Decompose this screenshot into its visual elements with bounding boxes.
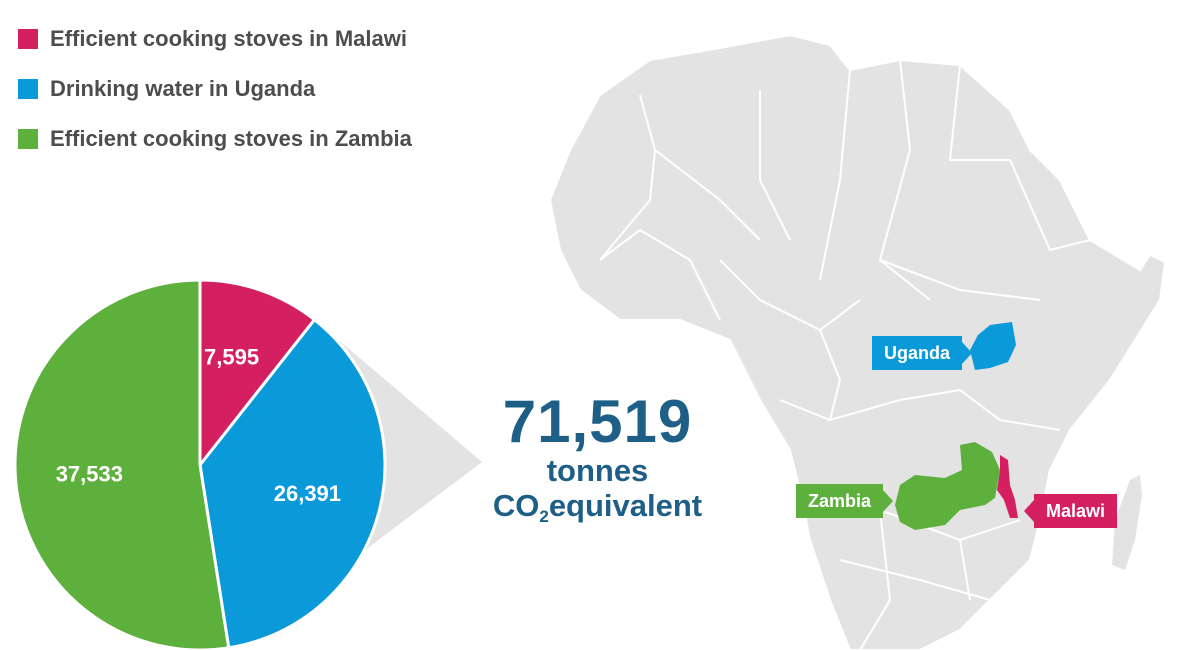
legend-swatch-malawi bbox=[18, 29, 38, 49]
pie-label-zambia: 37,533 bbox=[56, 462, 123, 487]
total-summary: 71,519 tonnes CO2equivalent bbox=[470, 390, 725, 535]
legend-label-malawi: Efficient cooking stoves in Malawi bbox=[50, 26, 407, 51]
total-value: 71,519 bbox=[502, 388, 693, 455]
pie-slice-malawi bbox=[198, 278, 317, 470]
pie-slice-uganda bbox=[198, 317, 387, 650]
total-desc-suffix: equivalent bbox=[548, 488, 703, 523]
total-unit: tonnes bbox=[546, 453, 649, 488]
map-label-zambia: Zambia bbox=[796, 484, 894, 518]
map-label-malawi: Malawi bbox=[1023, 494, 1118, 528]
total-description: CO2equivalent bbox=[470, 488, 725, 535]
total-desc-subscript: 2 bbox=[539, 507, 549, 526]
pie-slice-zambia bbox=[13, 278, 231, 650]
zambia-shape bbox=[895, 442, 1000, 530]
legend-label-zambia: Efficient cooking stoves in Zambia bbox=[50, 126, 412, 151]
pie-label-uganda: 26,391 bbox=[274, 481, 341, 506]
madagascar bbox=[1112, 475, 1142, 570]
pie-label-malawi: 7,595 bbox=[204, 345, 259, 370]
map-label-uganda: Uganda bbox=[872, 336, 973, 370]
uganda-shape bbox=[970, 322, 1016, 370]
legend-item-uganda: Drinking water in Uganda bbox=[18, 64, 412, 114]
legend-item-malawi: Efficient cooking stoves in Malawi bbox=[18, 14, 412, 64]
malawi-shape bbox=[997, 455, 1018, 518]
legend-label-uganda: Drinking water in Uganda bbox=[50, 76, 316, 101]
legend-item-zambia: Efficient cooking stoves in Zambia bbox=[18, 114, 412, 164]
legend-swatch-zambia bbox=[18, 129, 38, 149]
total-desc-prefix: CO bbox=[492, 488, 540, 523]
chart-legend: Efficient cooking stoves in Malawi Drink… bbox=[18, 14, 412, 164]
legend-swatch-uganda bbox=[18, 79, 38, 99]
